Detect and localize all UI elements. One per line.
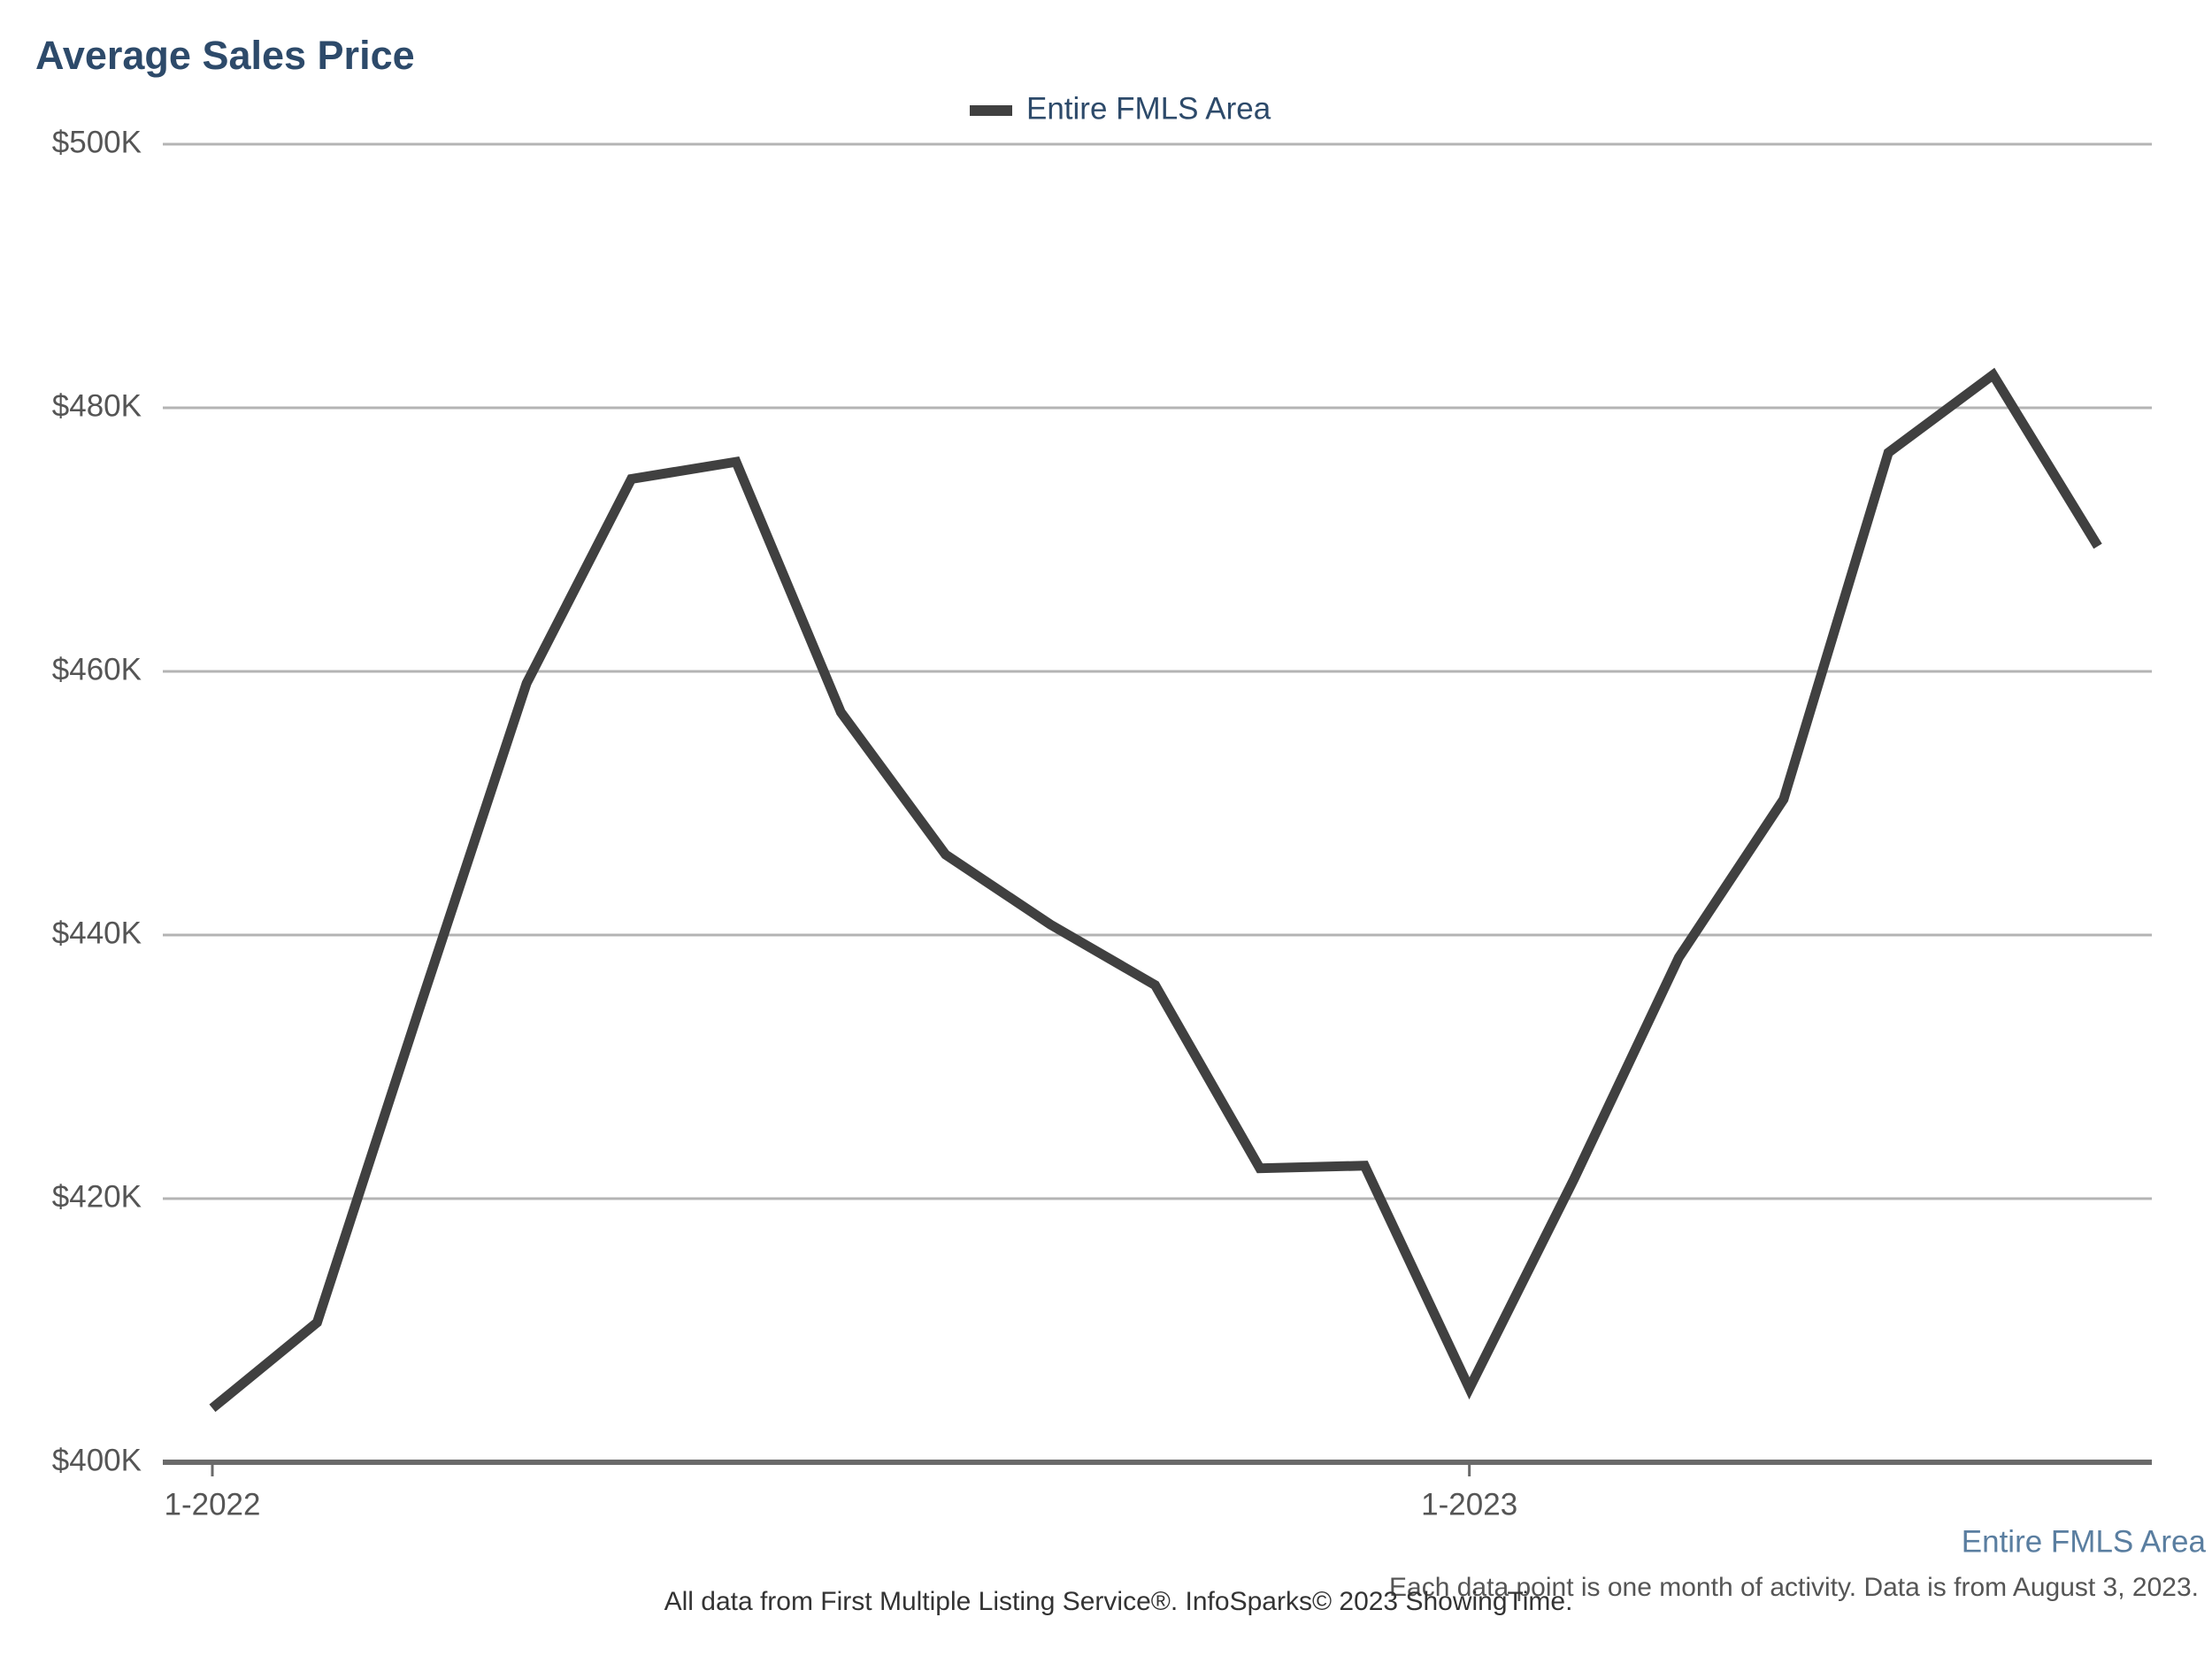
y-tick-label: $480K xyxy=(52,388,142,423)
series-caption: Entire FMLS Area xyxy=(1962,1524,2207,1559)
y-tick-label: $420K xyxy=(52,1179,142,1214)
y-tick-label: $500K xyxy=(52,125,142,159)
x-tick-label: 1-2022 xyxy=(165,1487,261,1522)
chart-title: Average Sales Price xyxy=(35,33,415,78)
y-tick-label: $440K xyxy=(52,916,142,950)
footer: All data from First Multiple Listing Ser… xyxy=(664,1587,1573,1616)
legend-label: Entire FMLS Area xyxy=(1026,91,1271,126)
y-tick-label: $400K xyxy=(52,1443,142,1477)
x-tick-label: 1-2023 xyxy=(1421,1487,1517,1522)
y-tick-label: $460K xyxy=(52,652,142,686)
series-line xyxy=(209,367,2102,1413)
note: Each data point is one month of activity… xyxy=(1389,1573,2199,1602)
